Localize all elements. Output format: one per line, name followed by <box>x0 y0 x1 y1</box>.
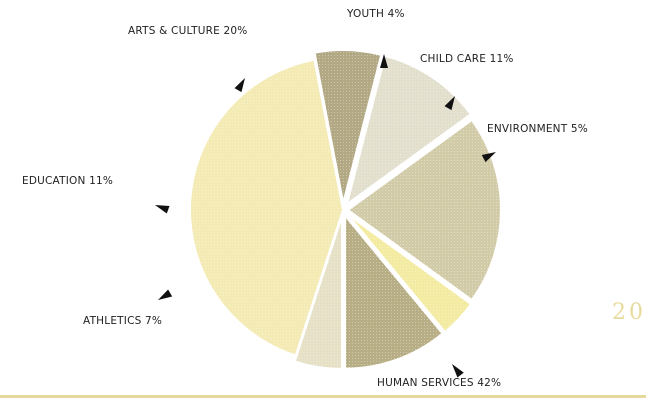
label-pointer-icon <box>380 54 388 68</box>
label-pointer-icon <box>155 205 170 214</box>
slice-label: YOUTH 4% <box>346 8 405 20</box>
bottom-divider <box>0 395 646 398</box>
pie-slice-human-services <box>189 58 345 357</box>
slice-labels: HUMAN SERVICES 42% ATHLETICS 7% EDUCATION … <box>22 8 588 389</box>
slice-label: CHILD CARE 11% <box>420 53 514 65</box>
page-number: 20 <box>612 300 646 325</box>
pie-slice-child-care <box>344 212 444 370</box>
pie-slice-environment <box>293 215 344 370</box>
label-pointer-icon <box>452 364 464 378</box>
pie-slice-athletics <box>313 49 383 204</box>
label-pointer-icon <box>444 96 455 111</box>
pie-slice-youth <box>346 213 473 334</box>
label-pointer-icon <box>481 152 496 163</box>
slice-label: ATHLETICS 7% <box>83 315 162 327</box>
slice-label: EDUCATION 11% <box>22 175 113 187</box>
slice-label: ENVIRONMENT 5% <box>487 123 588 135</box>
pie-slice-education <box>345 54 473 207</box>
slice-label: ARTS & CULTURE 20% <box>128 25 247 37</box>
pie-slice-arts-culture <box>346 118 502 302</box>
pie-slices <box>189 49 502 370</box>
label-pointers <box>155 54 496 378</box>
label-pointer-icon <box>158 289 173 300</box>
slice-label: HUMAN SERVICES 42% <box>377 377 501 389</box>
label-pointer-icon <box>234 78 245 93</box>
